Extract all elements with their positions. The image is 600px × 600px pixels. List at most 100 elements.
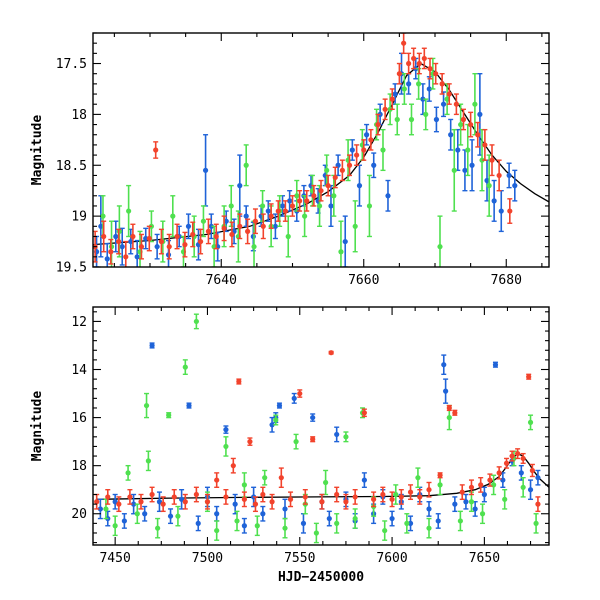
data-point — [406, 72, 412, 95]
point-marker — [269, 499, 275, 505]
point-marker — [262, 475, 268, 481]
point-marker — [323, 479, 329, 486]
data-point — [282, 517, 288, 539]
point-marker — [167, 513, 174, 519]
point-marker — [101, 233, 107, 240]
data-point — [529, 463, 535, 478]
data-point — [311, 184, 317, 207]
data-point — [334, 486, 340, 503]
data-point — [343, 493, 349, 510]
point-marker — [252, 218, 259, 224]
data-point — [491, 474, 497, 496]
y-tick-label: 20 — [71, 507, 87, 522]
data-point — [343, 431, 349, 443]
point-marker — [451, 167, 457, 173]
data-point — [221, 215, 227, 242]
point-marker — [285, 233, 291, 240]
data-point — [236, 378, 242, 385]
data-point — [167, 508, 174, 525]
point-marker — [458, 121, 464, 128]
point-marker — [361, 410, 367, 416]
point-marker — [331, 193, 337, 199]
point-marker — [417, 494, 423, 500]
point-marker — [297, 198, 303, 204]
data-point — [417, 489, 423, 505]
data-point — [254, 515, 260, 537]
point-marker — [338, 249, 344, 255]
data-point — [158, 228, 164, 255]
data-point — [241, 517, 247, 534]
point-marker — [455, 147, 461, 153]
x-tick-label: 7500 — [192, 551, 223, 566]
point-marker — [518, 470, 524, 476]
data-point — [156, 491, 163, 513]
point-marker — [300, 520, 307, 526]
point-marker — [401, 40, 407, 46]
point-marker — [452, 501, 458, 507]
data-point — [202, 134, 209, 207]
point-marker — [375, 121, 381, 128]
data-point — [361, 472, 367, 489]
data-point — [407, 515, 414, 532]
data-point — [269, 416, 275, 433]
point-marker — [126, 208, 132, 214]
point-marker — [105, 494, 111, 500]
point-marker — [437, 482, 443, 488]
point-marker — [287, 496, 294, 502]
data-point — [275, 200, 281, 222]
point-marker — [444, 96, 450, 102]
point-marker — [352, 494, 358, 500]
x-tick-label: 7600 — [376, 551, 407, 566]
point-marker — [174, 233, 180, 240]
point-marker — [437, 472, 443, 478]
point-marker — [205, 228, 212, 234]
data-point — [439, 72, 445, 95]
data-point — [491, 179, 497, 222]
data-point — [260, 486, 266, 503]
point-marker — [287, 198, 293, 204]
point-marker — [123, 254, 129, 260]
data-point — [472, 501, 478, 517]
point-marker — [507, 208, 513, 214]
data-point — [335, 154, 341, 177]
point-marker — [448, 132, 454, 138]
point-marker — [190, 231, 196, 238]
point-marker — [311, 193, 317, 199]
top-panel: 7640 7660 7680 17.5 18 18.5 19 19.5 Magnitude — [30, 32, 550, 288]
data-point — [293, 433, 299, 450]
data-point — [492, 361, 499, 368]
point-marker — [179, 496, 185, 502]
data-point — [265, 200, 271, 222]
data-point — [223, 436, 229, 457]
data-point — [472, 72, 478, 136]
point-marker — [214, 511, 220, 517]
data-point — [166, 412, 172, 419]
point-marker — [426, 487, 432, 493]
data-point — [182, 231, 188, 258]
point-marker — [131, 501, 137, 507]
data-point — [302, 195, 308, 238]
data-point — [481, 486, 487, 503]
data-point — [174, 223, 180, 250]
point-marker — [282, 506, 288, 512]
data-point — [287, 189, 293, 212]
data-point — [278, 467, 284, 489]
point-marker — [496, 470, 502, 476]
point-marker — [426, 86, 432, 92]
x-tick-label: 7650 — [469, 551, 500, 566]
point-marker — [243, 213, 249, 219]
series-green — [103, 313, 539, 544]
data-point — [116, 228, 122, 255]
data-point — [465, 123, 471, 177]
data-point — [448, 118, 454, 151]
point-marker — [526, 374, 532, 380]
point-marker — [260, 223, 266, 229]
point-marker — [119, 244, 125, 250]
point-marker — [469, 162, 475, 168]
data-point — [512, 169, 518, 202]
data-point — [138, 493, 144, 510]
data-point — [452, 496, 458, 513]
data-point — [143, 392, 150, 419]
data-point — [272, 213, 278, 240]
